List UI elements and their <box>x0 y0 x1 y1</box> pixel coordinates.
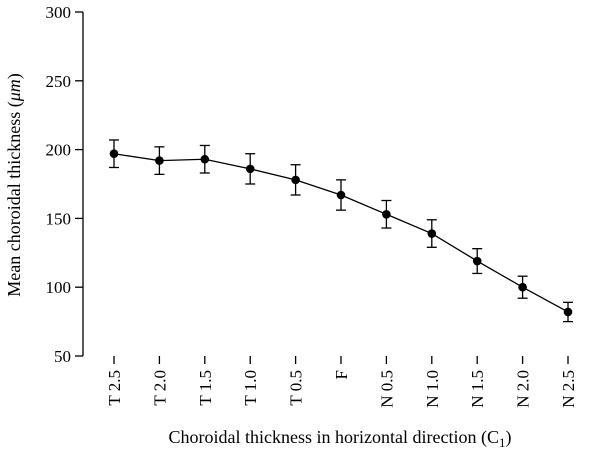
x-axis-title: Choroidal thickness in horizontal direct… <box>169 427 512 450</box>
x-tick-label: N 2.0 <box>514 370 533 408</box>
y-axis: 50 100 150 200 250 300 <box>46 3 84 366</box>
x-tick-label: T 0.5 <box>287 370 306 406</box>
y-tick-label: 200 <box>46 141 72 160</box>
y-tick-label: 250 <box>46 72 72 91</box>
data-point <box>109 149 119 159</box>
x-tick-label: T 1.5 <box>196 370 215 406</box>
x-tick-label: N 2.5 <box>559 370 578 408</box>
data-point <box>563 307 573 317</box>
y-tick-label: 100 <box>46 278 72 297</box>
series-line <box>113 153 569 313</box>
x-tick-label: T 2.5 <box>105 370 124 406</box>
data-point <box>427 229 437 238</box>
y-tick-label: 50 <box>54 347 71 366</box>
data-point <box>245 164 255 174</box>
error-bars <box>109 139 573 323</box>
data-point <box>336 190 346 200</box>
y-axis-title: Mean choroidal thickness (μm) <box>4 73 25 297</box>
x-axis: T 2.5 T 2.0 T 1.5 T 1.0 T 0.5 F N 0.5 N 1.0 N 1.… <box>105 356 578 408</box>
y-tick-label: 150 <box>46 209 72 228</box>
plot-area <box>109 139 573 323</box>
data-point <box>291 175 300 185</box>
x-tick-label: N 0.5 <box>377 370 396 408</box>
data-point <box>472 256 482 266</box>
x-tick-label: T 2.0 <box>150 370 169 406</box>
data-points <box>109 149 573 317</box>
x-tick-label: F <box>332 370 351 379</box>
x-tick-label: N 1.5 <box>468 370 487 408</box>
data-point <box>518 282 527 292</box>
y-ticks: 50 100 150 200 250 300 <box>46 3 83 366</box>
data-point <box>382 209 391 219</box>
y-tick-label: 300 <box>46 3 72 22</box>
x-tick-label: N 1.0 <box>423 370 442 408</box>
x-ticks: T 2.5 T 2.0 T 1.5 T 1.0 T 0.5 F N 0.5 N 1.0 N 1.… <box>105 356 578 408</box>
data-point <box>200 154 210 164</box>
x-tick-label: T 1.0 <box>241 370 260 406</box>
data-point <box>155 156 164 165</box>
